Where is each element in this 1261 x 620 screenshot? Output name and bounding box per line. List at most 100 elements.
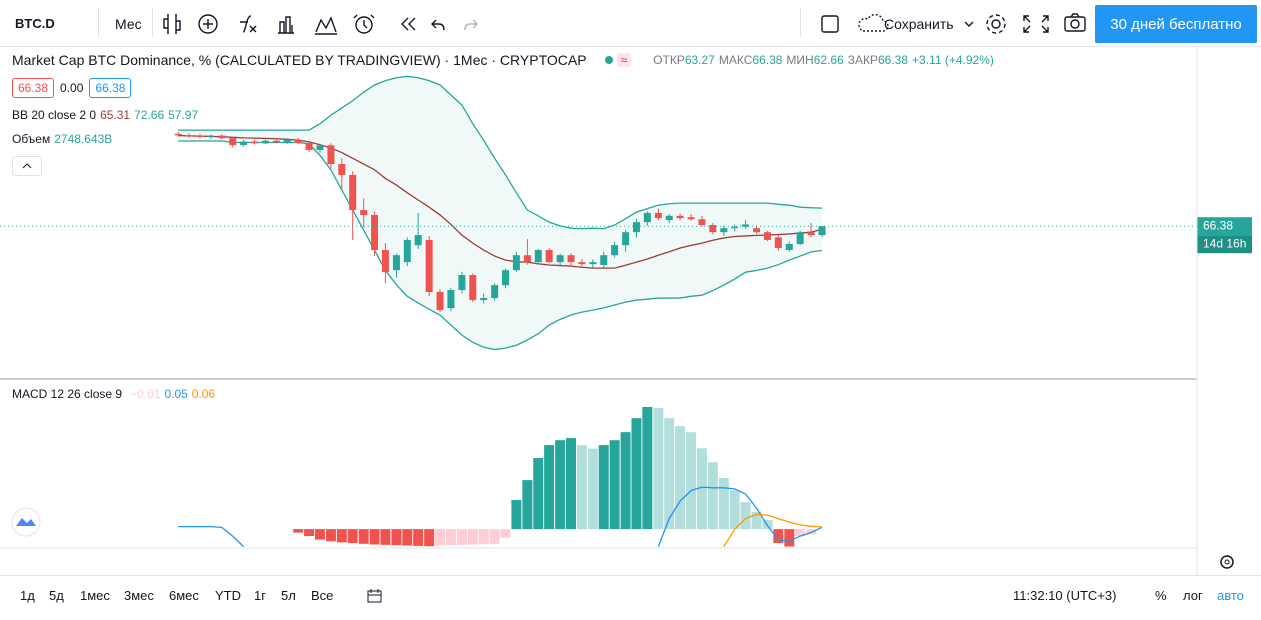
ohlc-value: 66.38 — [878, 53, 909, 67]
candle-body — [414, 235, 422, 246]
candle-body — [360, 210, 368, 215]
candle-body — [349, 174, 357, 211]
macd-bar — [293, 529, 304, 533]
macd-bar — [467, 529, 478, 545]
candle-body — [720, 228, 728, 233]
signal-line — [723, 513, 823, 547]
macd-bar — [522, 480, 533, 530]
macd-bar — [686, 432, 697, 530]
camera-icon[interactable] — [1060, 0, 1090, 47]
macd-bar — [380, 529, 391, 545]
macd-line — [178, 486, 823, 548]
candle-body — [261, 140, 269, 144]
trial-button[interactable]: 30 дней бесплатно — [1095, 5, 1257, 43]
macd-bar — [773, 529, 784, 544]
macd-bar — [544, 445, 555, 530]
candle-body — [338, 164, 346, 175]
candle-body — [643, 212, 651, 223]
bb-lower — [178, 140, 823, 351]
legend-macd: MACD 12 26 close 9 −0.01 0.05 0.06 — [12, 387, 215, 401]
macd-bar — [500, 529, 511, 538]
legend-volume: Объем 2748.643B — [12, 132, 112, 146]
candle-body — [305, 143, 313, 150]
macd-bar — [511, 500, 522, 530]
candle-body — [403, 239, 411, 263]
macd-bar — [751, 511, 762, 530]
date-range-icon[interactable] — [365, 586, 385, 606]
candle-body — [774, 237, 782, 249]
indicator-name: MACD 12 26 close 9 — [12, 387, 123, 401]
macd-bar — [435, 529, 446, 546]
separator — [98, 8, 99, 38]
macd-bar — [424, 529, 435, 547]
spread: 0.00 — [60, 81, 84, 95]
macd-bar — [314, 529, 325, 540]
candle-body — [523, 255, 531, 263]
candle-body — [600, 255, 608, 265]
range-button[interactable]: YTD — [215, 588, 241, 603]
symbol[interactable]: BTC.D — [15, 16, 55, 31]
macd-bar — [642, 406, 653, 530]
macd-bar — [336, 529, 347, 543]
range-button[interactable]: 5д — [49, 588, 64, 603]
candle-body — [185, 135, 193, 137]
macd-bar — [707, 462, 718, 530]
percent-toggle[interactable]: % — [1155, 588, 1167, 603]
save-button[interactable]: Сохранить — [884, 16, 954, 32]
auto-toggle[interactable]: авто — [1217, 588, 1244, 603]
macd-bar — [369, 529, 380, 545]
range-button[interactable]: 6мес — [169, 588, 199, 603]
candle-body — [763, 232, 771, 240]
range-button[interactable]: 5л — [281, 588, 296, 603]
tv-logo[interactable] — [11, 507, 41, 537]
interval[interactable]: Мес — [115, 16, 142, 32]
ohlc-value: 62.66 — [813, 53, 844, 67]
macd-bar — [478, 529, 489, 545]
bb-value: 65.31 — [100, 108, 131, 122]
candle-body — [458, 275, 466, 291]
macd-bar — [413, 529, 424, 546]
separator — [800, 8, 801, 38]
log-toggle[interactable]: лог — [1183, 588, 1203, 603]
candle-body — [436, 292, 444, 311]
macd-bar — [806, 529, 817, 535]
candle-body — [294, 139, 302, 144]
range-button[interactable]: 1мес — [80, 588, 110, 603]
macd-bar — [784, 529, 795, 547]
ohlc-label: ЗАКР — [847, 53, 878, 67]
candle-body — [316, 145, 324, 150]
macd-bar — [631, 418, 642, 530]
candle-body — [392, 255, 400, 271]
range-button[interactable]: 1г — [254, 588, 266, 603]
candle-body — [654, 212, 662, 219]
bb-upper — [178, 75, 823, 230]
macd-value: 0.05 — [164, 387, 188, 401]
range-button[interactable]: 1д — [20, 588, 35, 603]
candle-body — [283, 139, 291, 143]
candle-body — [665, 215, 673, 221]
macd-bar — [445, 529, 456, 546]
candle-body — [425, 239, 433, 293]
candle-body — [272, 140, 280, 143]
macd-bar — [740, 502, 751, 530]
toolbar-right-icons[interactable] — [815, 0, 1075, 47]
badge[interactable]: ≈ — [616, 53, 632, 67]
macd-value: −0.01 — [130, 387, 161, 401]
ohlc-value: 66.38 — [752, 53, 783, 67]
macd-bar — [402, 529, 413, 546]
settings-icon[interactable] — [1220, 555, 1234, 569]
last-price-box — [1197, 217, 1252, 236]
collapse-button[interactable] — [12, 156, 42, 176]
candle-body — [676, 215, 684, 219]
candle-body — [491, 285, 499, 299]
candle-body — [240, 141, 248, 146]
toolbar-icons[interactable] — [150, 0, 650, 47]
candle-body — [229, 138, 237, 146]
range-button[interactable]: Все — [311, 588, 334, 603]
candle-body — [807, 232, 815, 236]
macd-bar — [304, 529, 315, 537]
candle-body — [589, 262, 597, 265]
range-button[interactable]: 3мес — [124, 588, 154, 603]
candle-body — [818, 226, 826, 236]
